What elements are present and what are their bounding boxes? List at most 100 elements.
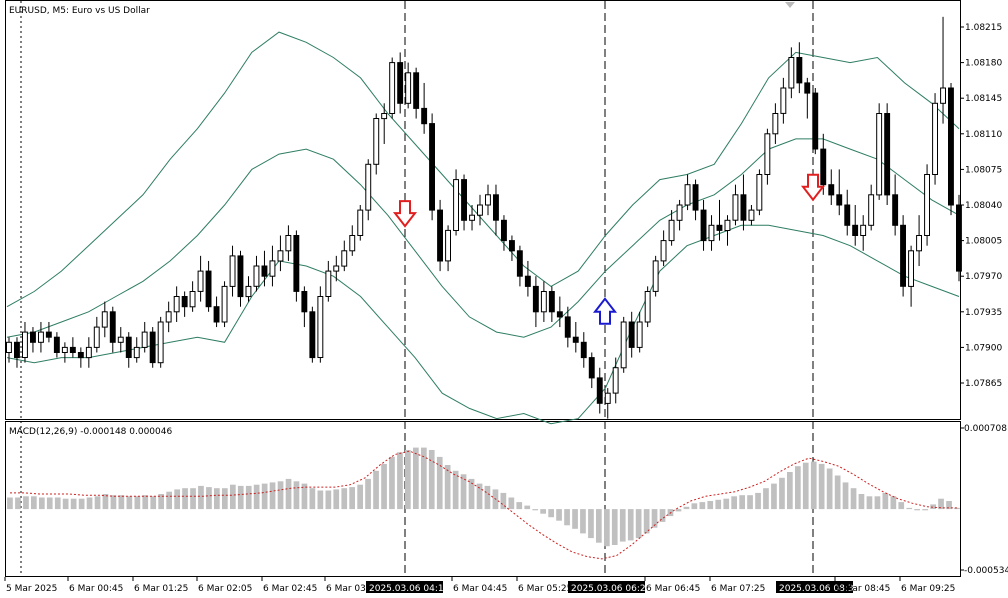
- time-label: 2025.03.06 04:15: [369, 584, 449, 594]
- candle: [237, 250, 244, 307]
- candle: [644, 286, 651, 328]
- candle: [45, 321, 52, 343]
- candle: [636, 311, 643, 353]
- price-panel-frame: [5, 0, 961, 420]
- bull-candle-body: [644, 291, 651, 323]
- candle: [932, 93, 938, 185]
- bull-candle-body: [868, 194, 875, 226]
- sell-arrow-icon: [800, 173, 826, 202]
- candle: [540, 281, 547, 322]
- bull-candle-body: [748, 209, 755, 221]
- candle: [253, 255, 260, 292]
- candle: [780, 77, 787, 124]
- macd-title: MACD(12,26,9) -0.000148 0.000046: [9, 427, 172, 437]
- candle: [740, 174, 747, 231]
- macd-histogram-bar: [269, 482, 276, 510]
- macd-histogram-bar: [389, 456, 395, 510]
- chart-shift-marker[interactable]: [785, 2, 795, 8]
- candle: [77, 347, 84, 368]
- bear-candle-body: [77, 352, 84, 359]
- candle: [30, 327, 36, 353]
- bull-candle-body: [756, 174, 763, 211]
- macd-histogram-bar: [771, 483, 777, 510]
- macd-histogram-bar: [214, 488, 220, 510]
- bear-candle-body: [205, 270, 212, 308]
- macd-histogram-bar: [795, 466, 801, 510]
- candle: [908, 245, 914, 307]
- candle: [85, 337, 92, 368]
- macd-histogram-bar: [134, 496, 141, 510]
- macd-histogram-bar: [118, 495, 125, 510]
- bull-candle-body: [924, 174, 930, 236]
- macd-histogram-bar: [428, 450, 435, 510]
- macd-histogram-bar: [779, 477, 785, 510]
- bull-candle-body: [932, 102, 938, 175]
- macd-histogram-bar: [802, 462, 809, 510]
- candle: [365, 159, 372, 221]
- price-tick-label: 1.07865: [965, 379, 1002, 389]
- time-label: 2025.03.06 06:20: [571, 584, 652, 594]
- bear-candle-body: [301, 291, 308, 313]
- bear-candle-body: [580, 341, 587, 359]
- candle: [221, 281, 228, 328]
- macd-histogram-bar: [301, 483, 308, 510]
- bear-candle-body: [501, 219, 507, 242]
- macd-histogram-bar: [31, 496, 37, 510]
- bull-candle-body: [668, 219, 675, 242]
- price-tick-label: 1.07970: [965, 272, 1002, 282]
- macd-histogram-bar: [261, 483, 268, 510]
- candle: [269, 245, 276, 287]
- candle: [556, 296, 563, 328]
- bear-candle-body: [804, 82, 811, 94]
- time-label-highlight: [776, 581, 853, 593]
- candle: [141, 321, 148, 353]
- candlesticks: [6, 16, 962, 419]
- macd-histogram-bar: [580, 509, 586, 534]
- candle: [381, 103, 388, 144]
- bull-candle-body: [229, 255, 236, 287]
- macd-histogram-bar: [747, 495, 753, 510]
- macd-histogram-bar: [253, 484, 260, 509]
- bull-candle-body: [165, 311, 172, 323]
- macd-histogram-bar: [890, 496, 897, 510]
- bull-candle-body: [101, 311, 108, 328]
- candle: [109, 306, 116, 353]
- macd-histogram-bar: [842, 482, 849, 510]
- macd-histogram-bar: [174, 489, 180, 510]
- candle: [501, 215, 507, 251]
- bull-candle-body: [341, 250, 348, 267]
- bull-candle-body: [940, 87, 946, 104]
- macd-histogram-bar: [142, 495, 149, 510]
- candle: [844, 189, 851, 236]
- bear-candle-body: [740, 194, 747, 221]
- candle: [564, 306, 571, 348]
- bull-candle-body: [540, 291, 547, 313]
- bear-candle-body: [564, 316, 571, 338]
- bear-candle-body: [45, 331, 52, 338]
- macd-histogram-bar: [739, 495, 745, 510]
- bull-candle-body: [333, 265, 340, 272]
- bull-candle-body: [772, 113, 779, 135]
- time-label-highlight: [366, 581, 443, 593]
- macd-histogram-bar: [341, 488, 348, 510]
- macd-histogram-bar: [787, 472, 793, 510]
- macd-histogram-bar: [476, 483, 483, 510]
- candle: [453, 169, 460, 236]
- candle: [700, 199, 707, 251]
- macd-histogram-bar: [635, 509, 642, 539]
- price-tick-label: 1.07900: [965, 343, 1002, 353]
- macd-histogram-bar: [651, 509, 658, 528]
- candle: [205, 260, 212, 312]
- bull-candle-body: [612, 367, 619, 394]
- macd-histogram-bar: [500, 492, 507, 510]
- candle: [165, 301, 172, 333]
- candle: [628, 311, 635, 358]
- macd-histogram-bar: [946, 501, 952, 510]
- price-tick-label: 1.08145: [965, 94, 1002, 104]
- macd-histogram-bar: [922, 509, 928, 511]
- macd-histogram-bar: [102, 494, 109, 510]
- time-label: 6 Mar 09:25: [901, 584, 955, 594]
- candle: [277, 235, 284, 272]
- bear-candle-body: [828, 184, 835, 196]
